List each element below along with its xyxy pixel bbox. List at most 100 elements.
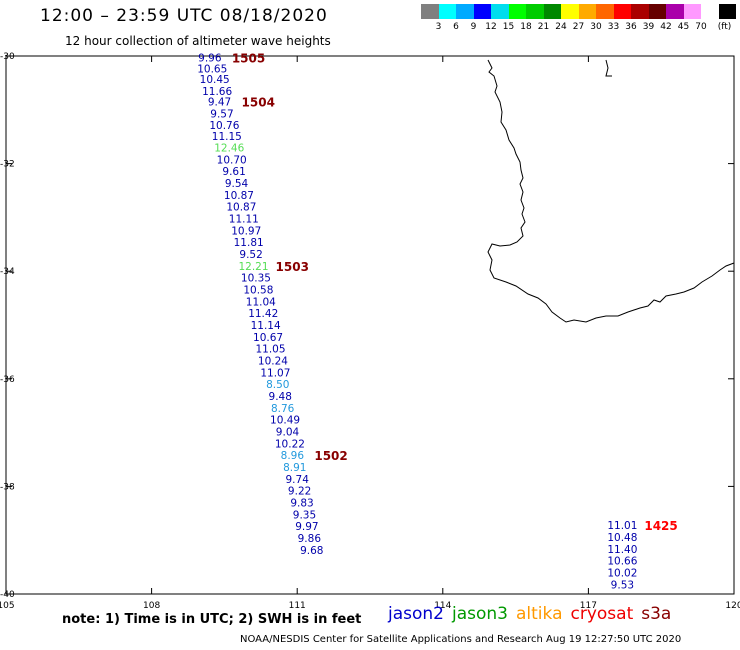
- altimeter-track: 9.479.5710.7611.1512.4610.709.619.5410.8…: [208, 96, 275, 261]
- swh-value: 8.76: [271, 403, 295, 415]
- legend-swatch: [578, 4, 596, 19]
- color-legend-bar: [421, 4, 736, 19]
- altimeter-track: 8.968.919.749.229.839.359.979.869.68 1502: [281, 449, 348, 557]
- swh-value: 9.52: [239, 249, 262, 261]
- legend-swatch: [648, 4, 666, 19]
- legend-label: 36: [625, 22, 637, 32]
- legend-label: 70: [695, 22, 707, 32]
- mission-legend: jason2 jason3 altika cryosat s3a: [388, 604, 679, 624]
- lat-label: -30: [0, 52, 15, 62]
- legend-swatch: [683, 4, 701, 19]
- swh-value: 9.96: [198, 53, 222, 65]
- legend-label: 15: [502, 22, 515, 32]
- swh-value: 9.74: [286, 474, 310, 486]
- swh-value: 11.14: [251, 320, 281, 332]
- lon-label: 105: [0, 601, 15, 611]
- lon-label: 111: [289, 601, 306, 611]
- swh-value: 8.91: [283, 462, 306, 474]
- coastline-fragment-path: [605, 59, 612, 77]
- legend-swatch: [526, 4, 544, 19]
- swh-value: 11.05: [255, 344, 285, 356]
- lon-label: 108: [143, 601, 160, 611]
- swh-value: 11.04: [246, 296, 276, 308]
- lat-label: -38: [0, 482, 15, 492]
- legend-label: 42: [660, 22, 672, 32]
- swh-value: 10.67: [253, 332, 283, 344]
- legend-swatch: [491, 4, 509, 19]
- swh-value: 11.42: [248, 308, 278, 320]
- swh-value: 9.83: [290, 498, 313, 510]
- mission-label: jason3: [452, 604, 508, 624]
- legend-label: 3: [435, 22, 442, 32]
- swh-value: 8.96: [281, 450, 305, 462]
- swh-value: 9.48: [269, 391, 292, 403]
- legend-swatch: [473, 4, 491, 19]
- swh-value: 11.01: [607, 520, 637, 532]
- altimeter-track: 12.2110.3510.5811.0411.4211.1410.6711.05…: [238, 260, 308, 451]
- swh-value: 10.24: [258, 356, 288, 368]
- legend-swatch: [456, 4, 474, 19]
- page-title: 12:00 – 23:59 UTC 08/18/2020: [40, 6, 328, 26]
- legend-swatch: [421, 4, 439, 19]
- mission-label: cryosat: [570, 604, 634, 624]
- lat-label: -40: [0, 590, 15, 600]
- swh-value: 10.49: [270, 415, 300, 427]
- legend-label: 12: [485, 22, 497, 32]
- coastline-fragment: [605, 59, 612, 77]
- legend-label: 33: [607, 22, 620, 32]
- legend-swatch: [543, 4, 561, 19]
- legend-label: 39: [642, 22, 655, 32]
- swh-value: 10.48: [607, 532, 637, 544]
- swh-value: 11.66: [202, 86, 232, 98]
- swh-value: 9.47: [208, 97, 231, 109]
- swh-value: 9.61: [222, 166, 245, 178]
- legend-label: (ft): [717, 22, 732, 32]
- lon-label: 120: [725, 601, 740, 611]
- coastline-path: [487, 59, 735, 323]
- legend-label: 9: [470, 22, 477, 32]
- track-id-label: 1505: [232, 52, 265, 66]
- legend-swatch: [508, 4, 526, 19]
- swh-value: 11.40: [607, 544, 637, 556]
- legend-swatch: [631, 4, 649, 19]
- track-id-label: 1502: [314, 449, 347, 463]
- lat-label: -34: [0, 267, 15, 277]
- swh-value: 8.50: [266, 379, 289, 391]
- swh-value: 10.66: [607, 556, 637, 568]
- swh-value: 11.15: [212, 131, 242, 143]
- map-border: [5, 55, 735, 595]
- swh-value: 11.81: [234, 237, 264, 249]
- legend-label: 21: [537, 22, 550, 32]
- page-subtitle: 12 hour collection of altimeter wave hei…: [65, 34, 331, 48]
- coastline-australia: [487, 59, 735, 323]
- swh-value: 9.22: [288, 486, 311, 498]
- mission-label: s3a: [641, 604, 672, 624]
- legend-swatch: [718, 4, 736, 19]
- altimeter-tracks: 9.9610.6510.4511.6615059.479.5710.7611.1…: [197, 52, 678, 592]
- legend-label: 30: [590, 22, 602, 32]
- swh-value: 10.35: [241, 273, 271, 285]
- legend-swatch: [666, 4, 684, 19]
- swh-value: 11.07: [260, 367, 290, 379]
- swh-value: 9.68: [300, 545, 323, 557]
- swh-value: 11.11: [229, 213, 259, 225]
- legend-label: 45: [677, 22, 690, 32]
- lon-label: 114: [434, 601, 451, 611]
- swh-value: 10.70: [217, 154, 247, 166]
- footer-note: note: 1) Time is in UTC; 2) SWH is in fe…: [62, 612, 362, 627]
- track-id-label: 1425: [644, 519, 677, 533]
- swh-value: 9.57: [210, 109, 233, 121]
- swh-value: 10.58: [243, 284, 273, 296]
- swh-value: 10.65: [197, 63, 227, 75]
- swh-value: 9.53: [611, 579, 634, 591]
- legend-label: 24: [555, 22, 567, 32]
- swh-value: 9.97: [295, 521, 318, 533]
- swh-value: 9.04: [276, 427, 300, 439]
- swh-value: 10.87: [224, 190, 254, 202]
- swh-value: 12.46: [214, 142, 244, 154]
- swh-value: 10.87: [226, 202, 256, 214]
